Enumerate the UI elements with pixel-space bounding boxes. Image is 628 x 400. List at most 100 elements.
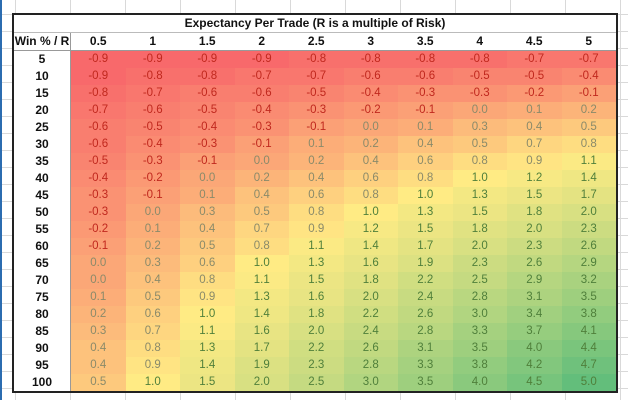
win-percent-cell[interactable]: 45 xyxy=(14,187,71,204)
expectancy-cell[interactable]: 1.0 xyxy=(343,204,398,221)
expectancy-cell[interactable]: -0.2 xyxy=(507,85,562,102)
expectancy-cell[interactable]: 0.2 xyxy=(561,102,616,119)
win-percent-cell[interactable]: 90 xyxy=(14,340,71,357)
expectancy-cell[interactable]: 2.6 xyxy=(343,340,398,357)
expectancy-cell[interactable]: -0.7 xyxy=(289,68,344,85)
expectancy-cell[interactable]: -0.4 xyxy=(234,102,289,119)
expectancy-cell[interactable]: 2.0 xyxy=(289,323,344,340)
expectancy-cell[interactable]: 2.9 xyxy=(561,255,616,272)
expectancy-cell[interactable]: 2.8 xyxy=(398,323,453,340)
expectancy-cell[interactable]: -0.8 xyxy=(343,51,398,68)
expectancy-cell[interactable]: 0.4 xyxy=(234,187,289,204)
expectancy-cell[interactable]: 1.4 xyxy=(343,238,398,255)
r-header[interactable]: 4 xyxy=(476,34,484,48)
expectancy-cell[interactable]: -0.9 xyxy=(180,51,235,68)
expectancy-cell[interactable]: 2.5 xyxy=(289,374,344,391)
expectancy-cell[interactable]: 5.0 xyxy=(561,374,616,391)
expectancy-cell[interactable]: -0.8 xyxy=(125,68,180,85)
expectancy-cell[interactable]: -0.4 xyxy=(561,68,616,85)
expectancy-cell[interactable]: 0.3 xyxy=(452,119,507,136)
expectancy-cell[interactable]: 0.5 xyxy=(71,374,126,391)
expectancy-cell[interactable]: -0.7 xyxy=(561,51,616,68)
expectancy-cell[interactable]: -0.9 xyxy=(71,51,126,68)
expectancy-cell[interactable]: 0.0 xyxy=(343,119,398,136)
expectancy-cell[interactable]: 4.2 xyxy=(507,357,562,374)
expectancy-cell[interactable]: -0.8 xyxy=(289,51,344,68)
expectancy-cell[interactable]: 0.4 xyxy=(289,170,344,187)
expectancy-cell[interactable]: 0.2 xyxy=(289,153,344,170)
expectancy-cell[interactable]: -0.9 xyxy=(71,68,126,85)
expectancy-cell[interactable]: -0.4 xyxy=(343,85,398,102)
expectancy-cell[interactable]: 0.9 xyxy=(507,153,562,170)
expectancy-cell[interactable]: 1.1 xyxy=(234,272,289,289)
expectancy-cell[interactable]: 2.8 xyxy=(452,289,507,306)
expectancy-cell[interactable]: 1.0 xyxy=(180,306,235,323)
expectancy-cell[interactable]: -0.5 xyxy=(71,153,126,170)
expectancy-cell[interactable]: -0.3 xyxy=(452,85,507,102)
expectancy-cell[interactable]: 1.1 xyxy=(289,238,344,255)
expectancy-cell[interactable]: 3.0 xyxy=(452,306,507,323)
expectancy-cell[interactable]: 0.4 xyxy=(71,357,126,374)
expectancy-cell[interactable]: 0.4 xyxy=(343,153,398,170)
expectancy-cell[interactable]: -0.5 xyxy=(180,102,235,119)
expectancy-cell[interactable]: 0.7 xyxy=(234,221,289,238)
r-header[interactable]: 0.5 xyxy=(89,34,107,48)
win-percent-cell[interactable]: 30 xyxy=(14,136,71,153)
expectancy-cell[interactable]: 2.4 xyxy=(343,323,398,340)
expectancy-cell[interactable]: 3.5 xyxy=(452,340,507,357)
expectancy-cell[interactable]: 0.0 xyxy=(452,102,507,119)
expectancy-cell[interactable]: -0.5 xyxy=(289,85,344,102)
expectancy-cell[interactable]: 3.3 xyxy=(452,323,507,340)
expectancy-cell[interactable]: 1.7 xyxy=(398,238,453,255)
expectancy-cell[interactable]: 0.8 xyxy=(398,170,453,187)
expectancy-cell[interactable]: 0.2 xyxy=(125,238,180,255)
r-header[interactable]: 3 xyxy=(367,34,375,48)
expectancy-cell[interactable]: 0.8 xyxy=(180,272,235,289)
r-header[interactable]: 5 xyxy=(585,34,593,48)
expectancy-cell[interactable]: 1.8 xyxy=(452,221,507,238)
expectancy-cell[interactable]: 0.6 xyxy=(180,255,235,272)
expectancy-cell[interactable]: 2.0 xyxy=(561,204,616,221)
expectancy-cell[interactable]: 1.3 xyxy=(180,340,235,357)
expectancy-cell[interactable]: 0.4 xyxy=(125,272,180,289)
expectancy-cell[interactable]: 4.1 xyxy=(561,323,616,340)
expectancy-cell[interactable]: -0.3 xyxy=(180,136,235,153)
expectancy-cell[interactable]: 1.6 xyxy=(234,323,289,340)
expectancy-cell[interactable]: -0.7 xyxy=(125,85,180,102)
expectancy-cell[interactable]: 1.6 xyxy=(343,255,398,272)
expectancy-cell[interactable]: 1.4 xyxy=(180,357,235,374)
expectancy-cell[interactable]: 1.2 xyxy=(343,221,398,238)
expectancy-cell[interactable]: 1.4 xyxy=(561,170,616,187)
expectancy-cell[interactable]: 0.8 xyxy=(452,153,507,170)
expectancy-cell[interactable]: -0.3 xyxy=(71,187,126,204)
expectancy-cell[interactable]: -0.7 xyxy=(234,68,289,85)
expectancy-cell[interactable]: 3.2 xyxy=(561,272,616,289)
expectancy-cell[interactable]: 1.3 xyxy=(289,255,344,272)
expectancy-cell[interactable]: 0.1 xyxy=(125,221,180,238)
expectancy-cell[interactable]: 1.7 xyxy=(234,340,289,357)
expectancy-cell[interactable]: 0.0 xyxy=(234,153,289,170)
expectancy-cell[interactable]: -0.8 xyxy=(180,68,235,85)
expectancy-cell[interactable]: 2.3 xyxy=(507,238,562,255)
expectancy-cell[interactable]: 3.0 xyxy=(343,374,398,391)
win-percent-cell[interactable]: 5 xyxy=(14,51,71,68)
expectancy-cell[interactable]: -0.1 xyxy=(125,187,180,204)
expectancy-cell[interactable]: 0.1 xyxy=(507,102,562,119)
win-percent-cell[interactable]: 70 xyxy=(14,272,71,289)
expectancy-cell[interactable]: 0.7 xyxy=(507,136,562,153)
expectancy-cell[interactable]: -0.1 xyxy=(234,136,289,153)
expectancy-cell[interactable]: -0.3 xyxy=(125,153,180,170)
expectancy-cell[interactable]: 0.7 xyxy=(125,323,180,340)
expectancy-cell[interactable]: 0.4 xyxy=(180,221,235,238)
win-percent-cell[interactable]: 60 xyxy=(14,238,71,255)
win-percent-cell[interactable]: 40 xyxy=(14,170,71,187)
expectancy-cell[interactable]: -0.4 xyxy=(71,170,126,187)
expectancy-cell[interactable]: 2.6 xyxy=(507,255,562,272)
expectancy-cell[interactable]: 2.8 xyxy=(343,357,398,374)
expectancy-cell[interactable]: 3.5 xyxy=(398,374,453,391)
expectancy-cell[interactable]: 0.8 xyxy=(125,340,180,357)
expectancy-cell[interactable]: 1.3 xyxy=(398,204,453,221)
win-percent-cell[interactable]: 65 xyxy=(14,255,71,272)
expectancy-cell[interactable]: 0.5 xyxy=(125,289,180,306)
r-header[interactable]: 4.5 xyxy=(525,34,543,48)
